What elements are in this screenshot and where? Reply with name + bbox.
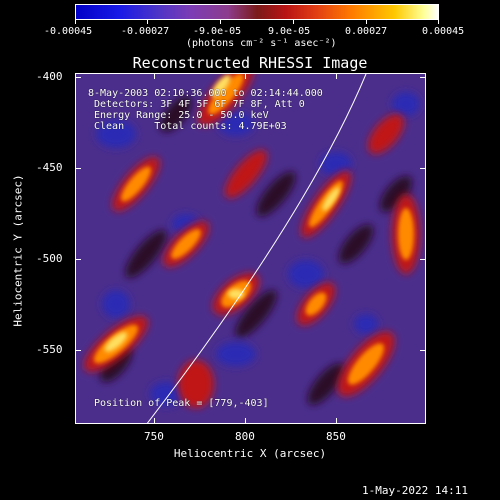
rhessi-image xyxy=(76,74,425,423)
y-axis-label: Heliocentric Y (arcsec) xyxy=(11,174,25,327)
x-tick-label: 800 xyxy=(235,430,255,443)
colorbar xyxy=(75,4,439,20)
colorbar-units: (photons cm⁻² s⁻¹ asec⁻²) xyxy=(186,38,337,49)
solar-limb-line xyxy=(146,74,367,423)
y-tick-label: -450 xyxy=(36,161,63,174)
peak-position-text: Position of Peak = [779,-403] xyxy=(94,398,269,409)
detectors-text: Detectors: 3F 4F 5F 6F 7F 8F, Att 0 xyxy=(94,99,305,110)
time-range-text: 8-May-2003 02:10:36.000 to 02:14:44.000 xyxy=(88,88,323,99)
colorbar-tick-label: -9.0e-05 xyxy=(193,26,242,37)
y-tick-label: -500 xyxy=(36,252,63,265)
colorbar-tick-label: -0.00027 xyxy=(121,26,170,37)
timestamp: 1-May-2022 14:11 xyxy=(362,484,468,497)
y-tick-label: -550 xyxy=(36,343,63,356)
colorbar-tick-label: -0.00045 xyxy=(44,26,93,37)
plot-title: Reconstructed RHESSI Image xyxy=(132,54,368,72)
colorbar-ticks xyxy=(75,20,439,24)
image-plot[interactable]: 8-May-2003 02:10:36.000 to 02:14:44.000 … xyxy=(75,73,426,424)
colorbar-tick-label: 0.00027 xyxy=(345,26,388,37)
y-tick-label: -400 xyxy=(36,70,63,83)
clean-text: Clean Total counts: 4.79E+03 xyxy=(94,121,287,132)
colorbar-tick-label: 0.00045 xyxy=(422,26,465,37)
x-tick-label: 850 xyxy=(326,430,346,443)
energy-range-text: Energy Range: 25.0 - 50.0 keV xyxy=(94,110,269,121)
x-axis-label: Heliocentric X (arcsec) xyxy=(173,447,327,460)
x-tick-label: 750 xyxy=(144,430,164,443)
colorbar-tick-label: 9.0e-05 xyxy=(268,26,311,37)
